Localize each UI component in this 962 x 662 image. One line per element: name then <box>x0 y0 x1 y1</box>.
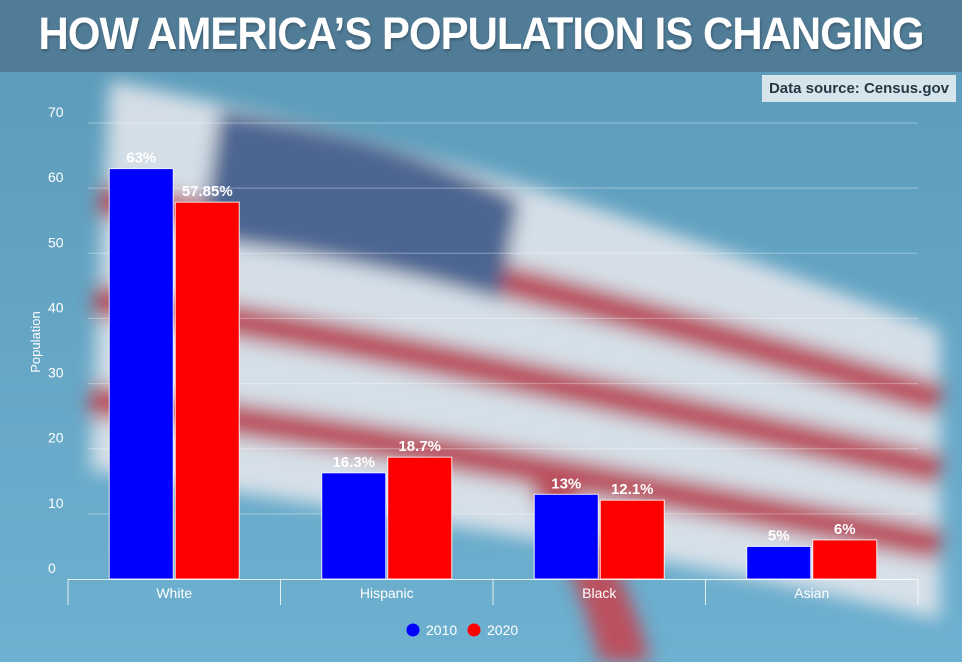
data-label: 12.1% <box>611 481 654 498</box>
legend-label: 2010 <box>426 622 457 638</box>
data-label: 63% <box>126 150 156 167</box>
bar-2020-black <box>599 499 665 580</box>
x-tick-label: Black <box>582 585 617 601</box>
data-source-label: Data source: Census.gov <box>761 75 956 102</box>
y-tick-label: 20 <box>48 430 64 446</box>
y-tick-label: 70 <box>48 104 64 120</box>
y-tick-label: 50 <box>48 234 64 250</box>
x-tick-label: Asian <box>794 585 829 601</box>
data-label: 18.7% <box>398 438 441 455</box>
x-tick-label: White <box>156 585 192 601</box>
legend-marker-2020 <box>467 623 481 637</box>
bar-2020-white <box>174 201 240 580</box>
x-tick-label: Hispanic <box>360 585 414 601</box>
data-label: 16.3% <box>332 454 375 471</box>
header-bar: HOW AMERICA’S POPULATION IS CHANGING <box>0 0 962 72</box>
bar-2010-black <box>533 493 599 580</box>
data-label: 13% <box>551 475 581 492</box>
bar-2010-white <box>108 168 174 580</box>
y-tick-label: 40 <box>48 299 64 315</box>
bar-2020-asian <box>812 539 878 580</box>
y-tick-label: 0 <box>48 560 56 576</box>
y-tick-label: 60 <box>48 169 64 185</box>
bar-2010-asian <box>746 545 812 580</box>
bar-2010-hispanic <box>321 472 387 580</box>
y-tick-label: 30 <box>48 365 64 381</box>
legend-label: 2020 <box>487 622 518 638</box>
data-label: 6% <box>834 521 856 538</box>
legend-marker-2010 <box>406 623 420 637</box>
y-tick-label: 10 <box>48 495 64 511</box>
page-title: HOW AMERICA’S POPULATION IS CHANGING <box>38 8 925 59</box>
y-axis-title: Population <box>28 311 43 372</box>
data-label: 57.85% <box>182 183 233 200</box>
data-label: 5% <box>768 527 790 544</box>
bar-2020-hispanic <box>387 456 453 580</box>
